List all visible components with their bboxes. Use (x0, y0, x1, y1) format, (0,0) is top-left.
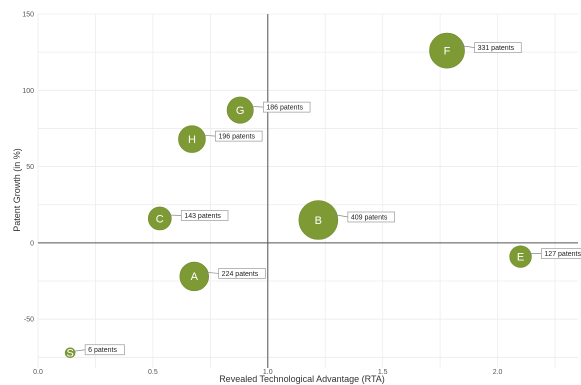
bubble-label: C (156, 213, 164, 225)
callout-box (215, 130, 263, 142)
reference-lines (38, 14, 578, 368)
x-axis-title: Revealed Technological Advantage (RTA) (219, 374, 385, 384)
bubble-e (509, 245, 532, 268)
callout-leader (201, 134, 216, 137)
callout-box (218, 268, 266, 279)
x-tick-label: 0.5 (148, 369, 158, 376)
callout-leader (73, 349, 86, 352)
callout-label: 6 patents (88, 347, 117, 354)
bubble-label: E (517, 251, 524, 263)
bubble-c (147, 206, 172, 231)
callout-box (180, 210, 229, 221)
callout-box (347, 211, 395, 223)
grid-lines (37, 13, 578, 368)
y-tick-label: 150 (22, 12, 34, 19)
callout-leader (459, 45, 475, 48)
bubble-label: H (188, 134, 196, 146)
bubble-label: F (444, 45, 451, 57)
bubble-label: G (236, 105, 245, 117)
tick-labels: 0.0 0.5 1.0 1.5 2.0 -50 0 50 100 150 (22, 12, 502, 377)
bubble-f (429, 32, 465, 69)
callout-label: 143 patents (184, 213, 221, 220)
bubble-h (178, 125, 206, 153)
y-axis-title: Patent Growth (in %) (12, 148, 22, 232)
bubble-s (64, 347, 76, 359)
callout-leader (249, 105, 264, 108)
callout-box (84, 344, 125, 356)
bubble-label: B (315, 215, 322, 227)
callout-label: 186 patents (266, 105, 303, 112)
bubble-b (298, 200, 339, 240)
callout-leader (331, 213, 348, 218)
bubble-g (226, 96, 254, 124)
bubble-a (179, 261, 209, 292)
callout-box (541, 248, 581, 259)
callout-box (263, 101, 311, 113)
x-tick-label: 1.5 (378, 369, 388, 376)
y-tick-label: -50 (24, 317, 34, 324)
y-tick-label: 100 (22, 88, 34, 95)
bubble-label: S (66, 348, 73, 360)
callout-box (474, 42, 522, 53)
x-tick-label: 1.0 (263, 369, 273, 376)
x-tick-label: 0.0 (33, 369, 43, 376)
bubble-label: A (191, 271, 199, 283)
callout-label: 127 patents (544, 251, 581, 258)
callout-leader (204, 271, 219, 274)
callouts: 331 patents 186 patents 196 patents 143 pat… (73, 42, 581, 356)
callout-label: 409 patents (351, 214, 388, 221)
bubbles: F G H C B E A S (64, 32, 532, 360)
y-tick-label: 0 (30, 240, 34, 247)
callout-label: 331 patents (478, 45, 515, 52)
y-tick-label: 50 (26, 164, 34, 171)
x-tick-label: 2.0 (493, 369, 503, 376)
callout-label: 196 patents (218, 134, 255, 141)
callout-label: 224 patents (222, 271, 259, 278)
